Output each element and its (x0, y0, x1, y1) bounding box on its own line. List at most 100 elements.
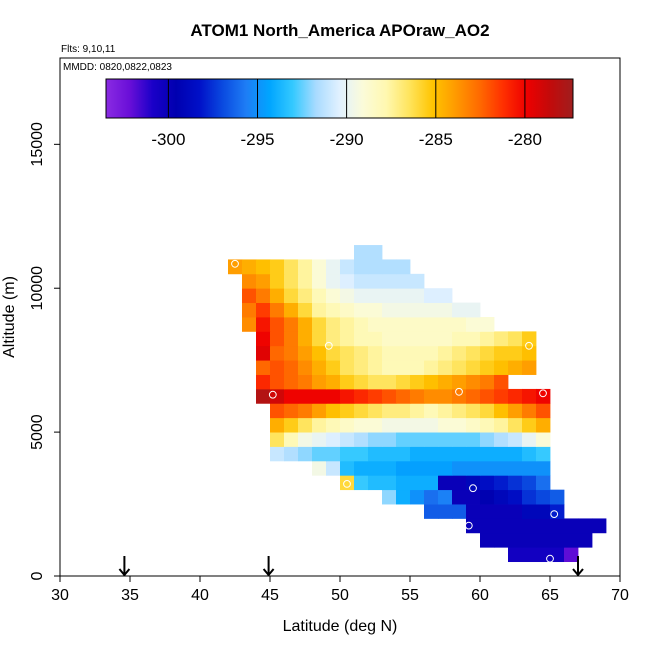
heatmap-cell (284, 302, 299, 318)
heatmap-cell (480, 417, 495, 433)
heatmap-cell (494, 475, 509, 491)
heatmap-cell (424, 460, 439, 476)
heatmap-cell (270, 403, 285, 419)
colorbar-tick-label: -285 (419, 130, 453, 149)
heatmap-cell (508, 432, 523, 447)
x-tick-label: 60 (471, 587, 489, 604)
heatmap-cell (494, 331, 509, 347)
heatmap-cell (494, 388, 509, 404)
heatmap-cell (396, 345, 411, 361)
heatmap-cell (382, 360, 397, 375)
heatmap-cell (438, 345, 453, 361)
dates-label: MMDD: 0820,0822,0823 (63, 62, 172, 73)
heatmap-cell (410, 489, 425, 505)
heatmap-cell (508, 532, 523, 548)
heatmap-cell (326, 317, 341, 332)
heatmap-cell (312, 432, 327, 447)
heatmap-cell (536, 432, 551, 447)
heatmap-cell (270, 432, 285, 447)
heatmap-cell (522, 475, 537, 491)
flights-label: Flts: 9,10,11 (61, 44, 116, 55)
heatmap-cell (410, 360, 425, 375)
heatmap-cell (494, 518, 509, 534)
heatmap-cell (382, 259, 397, 275)
heatmap-cell (438, 302, 453, 318)
heatmap-cell (480, 504, 495, 519)
heatmap-cell (368, 259, 383, 275)
heatmap-cell (536, 489, 551, 505)
heatmap-cell (424, 446, 439, 462)
heatmap-cell (340, 360, 355, 375)
heatmap-cell (284, 417, 299, 433)
heatmap-cell (256, 360, 271, 375)
heatmap-cell (452, 475, 467, 491)
heatmap-cell (424, 345, 439, 361)
heatmap-cell (550, 489, 565, 505)
heatmap-cell (466, 360, 481, 375)
heatmap-cell (508, 388, 523, 404)
heatmap-cell (396, 417, 411, 433)
heatmap-cell (242, 302, 257, 318)
heatmap-cell (354, 259, 369, 275)
heatmap-cell (312, 446, 327, 462)
heatmap-cell (466, 518, 481, 534)
colorbar-ticks: -300 -295 -290 -285 -280 (151, 79, 542, 149)
heatmap-cell (438, 360, 453, 375)
heatmap-cell (564, 518, 579, 534)
x-tick-label: 55 (401, 587, 419, 604)
heatmap-cell (354, 403, 369, 419)
heatmap-cell (424, 317, 439, 332)
heatmap-cell (480, 374, 495, 390)
heatmap-cell (522, 388, 537, 404)
heatmap-cell (452, 302, 467, 318)
heatmap-cell (242, 273, 257, 289)
heatmap-cell (326, 259, 341, 275)
heatmap-cell (508, 489, 523, 505)
heatmap-cell (438, 317, 453, 332)
heatmap-cell (410, 331, 425, 347)
heatmap-cell (466, 489, 481, 505)
heatmap-cell (312, 360, 327, 375)
heatmap-cell (508, 331, 523, 347)
heatmap-cell (298, 360, 313, 375)
heatmap-cell (508, 547, 523, 563)
heatmap-cell (438, 489, 453, 505)
heatmap-cell (256, 388, 271, 404)
heatmap-cell (396, 302, 411, 318)
heatmap-cell (298, 317, 313, 332)
heatmap-cell (536, 532, 551, 548)
heatmap-cell (340, 273, 355, 289)
heatmap-cell (578, 518, 593, 534)
heatmap-cell (396, 374, 411, 390)
heatmap-cell (452, 331, 467, 347)
heatmap-cell (368, 374, 383, 390)
heatmap-cell (354, 302, 369, 318)
heatmap-cell (382, 345, 397, 361)
heatmap-cell (312, 259, 327, 275)
heatmap-cell (424, 504, 439, 519)
heatmap-cell (298, 345, 313, 361)
heatmap-cell (382, 489, 397, 505)
heatmap-cells (228, 245, 607, 563)
heatmap-cell (438, 288, 453, 304)
heatmap-cell (354, 417, 369, 433)
heatmap-cell (354, 374, 369, 390)
heatmap-cell (592, 518, 607, 534)
heatmap-cell (354, 475, 369, 491)
heatmap-cell (368, 360, 383, 375)
heatmap-cell (494, 532, 509, 548)
x-tick-label: 50 (331, 587, 349, 604)
heatmap-cell (396, 460, 411, 476)
heatmap-cell (326, 345, 341, 361)
heatmap-cell (452, 374, 467, 390)
heatmap-cell (354, 432, 369, 447)
heatmap-cell (396, 446, 411, 462)
heatmap-cell (536, 446, 551, 462)
heatmap-cell (438, 403, 453, 419)
heatmap-cell (284, 388, 299, 404)
heatmap-cell (438, 432, 453, 447)
colorbar-tick-label: -300 (151, 130, 185, 149)
heatmap-cell (270, 273, 285, 289)
x-axis-label: Latitude (deg N) (283, 618, 398, 635)
heatmap-cell (452, 360, 467, 375)
